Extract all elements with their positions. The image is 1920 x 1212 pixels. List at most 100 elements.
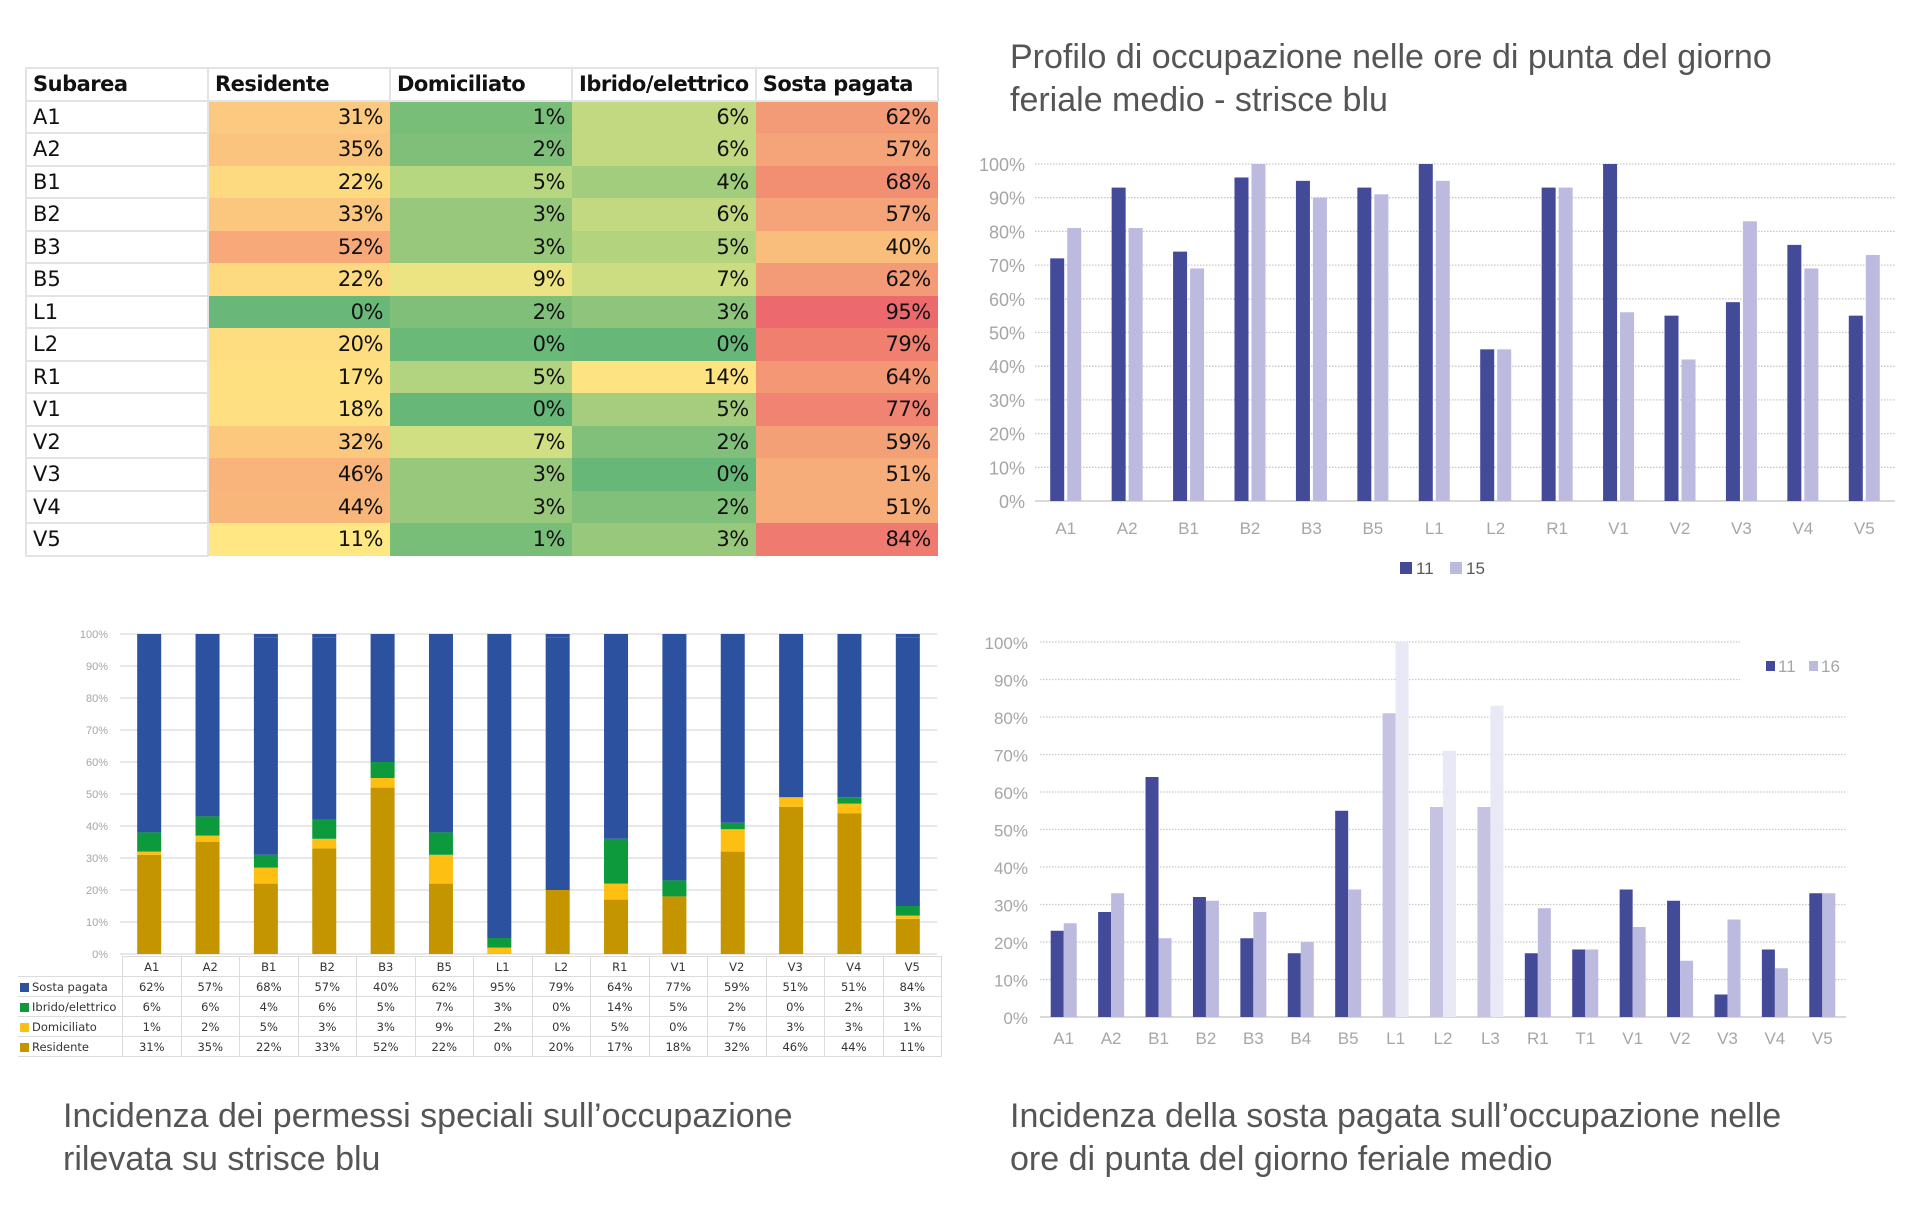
stack-sosta-pagata-L2 <box>545 637 570 890</box>
subarea-cell: R1 <box>25 359 209 394</box>
bar-11-V4 <box>1761 949 1775 1017</box>
bottom-right-caption: Incidenza della sosta pagata sull’occupa… <box>1010 1095 1781 1181</box>
bar-15-V3 <box>1742 221 1757 502</box>
value-cell: 9% <box>390 263 572 296</box>
series-label-cell: Residente <box>18 1036 123 1057</box>
y-tick-label: 0% <box>999 492 1025 512</box>
category-header: V5 <box>882 956 942 977</box>
y-tick-label: 30% <box>994 897 1028 916</box>
data-value-cell: 31% <box>122 1036 182 1057</box>
data-value-cell: 7% <box>414 996 474 1017</box>
subarea-cell: A1 <box>25 99 209 134</box>
table-row: R1 17% 5% 14% 64% <box>25 359 938 394</box>
value-cell: 7% <box>572 263 756 296</box>
legend-label: 16 <box>1821 657 1840 676</box>
bar-15-L2 <box>1497 349 1512 501</box>
value-cell: 5% <box>572 230 756 263</box>
bar-16-B3 <box>1253 912 1267 1017</box>
subarea-cell: A2 <box>25 132 209 167</box>
occupancy-chart-title: Profilo di occupazione nelle ore di punt… <box>1010 36 1910 122</box>
data-value-cell: 6% <box>297 996 357 1017</box>
stack-sosta-pagata-R1 <box>604 634 629 839</box>
category-header: A2 <box>180 956 240 977</box>
x-tick-label: B5 <box>1362 519 1383 538</box>
y-tick-label: 90% <box>994 672 1028 691</box>
value-cell: 6% <box>572 198 756 231</box>
stack-residente-V3 <box>779 806 804 954</box>
title-line-2: feriale medio - strisce blu <box>1010 81 1388 119</box>
x-tick-label: V4 <box>1764 1029 1785 1048</box>
stack-residente-B2 <box>312 848 337 954</box>
stack-sosta-pagata-V3 <box>779 634 804 798</box>
value-cell: 46% <box>208 458 390 491</box>
data-value-cell: 3% <box>824 1016 884 1037</box>
subarea-cell: B2 <box>25 197 209 232</box>
data-value-cell: 62% <box>414 976 474 997</box>
bar-11-V5 <box>1848 315 1863 501</box>
stack-domiciliato-B2 <box>312 838 337 849</box>
y-tick-label: 0% <box>1003 1009 1028 1028</box>
value-cell: 0% <box>572 328 756 361</box>
data-table-row: Sosta pagata 62% 57% 68% 57% 40% 62% 95% 79% 64% 7… <box>18 976 942 997</box>
value-cell: 62% <box>755 263 938 296</box>
data-value-cell: 3% <box>882 996 942 1017</box>
y-tick-label: 40% <box>994 859 1028 878</box>
bottom-left-caption: Incidenza dei permessi speciali sull’occ… <box>63 1095 793 1181</box>
value-cell: 3% <box>572 523 756 556</box>
data-value-cell: 62% <box>122 976 182 997</box>
stack-remainder-B2 <box>312 634 337 638</box>
table-row: B5 22% 9% 7% 62% <box>25 262 938 297</box>
bar-16-T1 <box>1585 949 1599 1017</box>
y-tick-label: 50% <box>994 822 1028 841</box>
value-cell: 84% <box>755 523 938 556</box>
subarea-cell: L1 <box>25 294 209 329</box>
y-tick-label: 30% <box>989 391 1025 411</box>
stack-residente-R1 <box>604 899 629 954</box>
value-cell: 6% <box>572 100 756 133</box>
x-tick-label: B1 <box>1148 1029 1169 1048</box>
table-row: B3 52% 3% 5% 40% <box>25 229 938 264</box>
bar-15-B1 <box>1190 268 1205 501</box>
bar-11-B3 <box>1295 180 1310 501</box>
subarea-cell: V4 <box>25 489 209 524</box>
data-table-corner <box>18 956 123 977</box>
data-value-cell: 6% <box>180 996 240 1017</box>
data-value-cell: 5% <box>648 996 708 1017</box>
data-value-cell: 22% <box>239 1036 299 1057</box>
data-value-cell: 0% <box>765 996 825 1017</box>
category-header: L2 <box>531 956 591 977</box>
value-cell: 64% <box>755 360 938 393</box>
y-tick-label: 50% <box>989 324 1025 344</box>
category-header: L1 <box>473 956 533 977</box>
value-cell: 2% <box>572 490 756 523</box>
bar-11-A2 <box>1098 912 1112 1017</box>
x-tick-label: B1 <box>1178 519 1199 538</box>
bar-16-B5 <box>1348 889 1362 1017</box>
stack-residente-A1 <box>137 854 162 954</box>
bar-16-L1 <box>1395 642 1409 1017</box>
bar-16-B4 <box>1300 942 1314 1017</box>
bar-16-B2 <box>1205 900 1219 1017</box>
value-cell: 52% <box>208 230 390 263</box>
series-label: Domiciliato <box>32 1019 97 1034</box>
y-tick-label: 60% <box>994 784 1028 803</box>
bar-15-B3 <box>1312 197 1327 501</box>
header-domiciliato: Domiciliato <box>389 67 573 102</box>
data-value-cell: 0% <box>531 1016 591 1037</box>
data-value-cell: 14% <box>590 996 650 1017</box>
stack-residente-V1 <box>662 896 687 954</box>
x-tick-label: L2 <box>1434 1029 1453 1048</box>
value-cell: 20% <box>208 328 390 361</box>
data-value-cell: 44% <box>824 1036 884 1057</box>
caption-line-1: Incidenza dei permessi speciali sull’occ… <box>63 1097 793 1135</box>
category-header: B1 <box>239 956 299 977</box>
bar-11-B5 <box>1335 810 1349 1017</box>
stack-domiciliato-A1 <box>137 851 162 855</box>
bar-15-A1 <box>1067 228 1082 501</box>
table-row: V1 18% 0% 5% 77% <box>25 392 938 427</box>
value-cell: 32% <box>208 425 390 458</box>
header-sosta-pagata: Sosta pagata <box>754 67 939 102</box>
bar-16-B1 <box>1158 938 1172 1017</box>
bar-11-T1 <box>1572 949 1586 1017</box>
bar-11-B5 <box>1357 187 1372 501</box>
